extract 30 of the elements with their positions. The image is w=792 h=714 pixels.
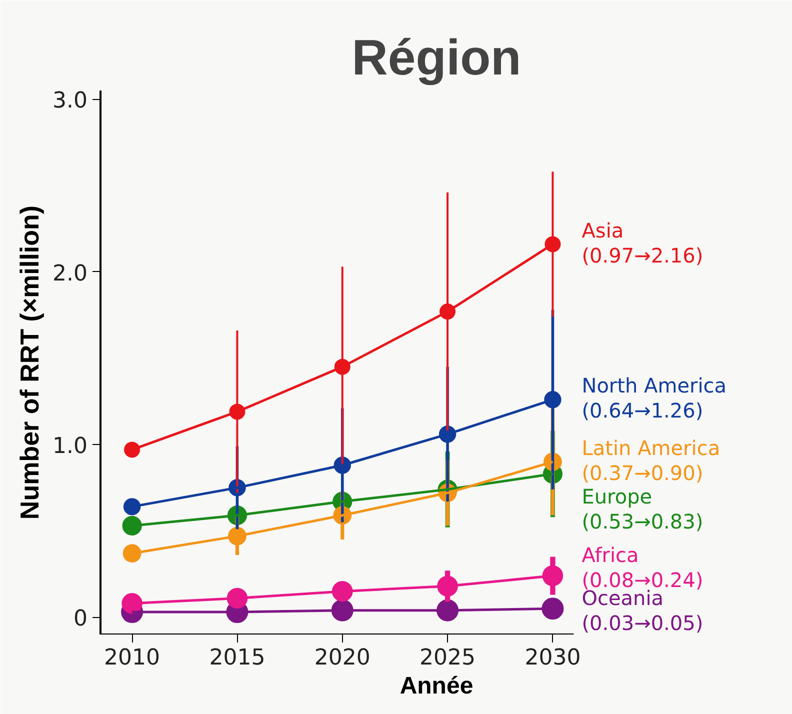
point <box>544 391 562 408</box>
series-label: Latin America <box>582 436 720 460</box>
x-tick-label: 2010 <box>104 646 160 670</box>
series-label: Europe <box>582 484 652 508</box>
point <box>123 498 141 516</box>
point <box>122 516 142 536</box>
series-label: Africa <box>582 542 639 567</box>
x-tick-label: 2030 <box>524 646 581 670</box>
x-tick-label: 2020 <box>314 646 370 670</box>
y-tick-label: 1.0 <box>52 434 88 460</box>
series-label: Asia <box>582 218 624 242</box>
series-label: North America <box>582 374 727 398</box>
point <box>124 442 140 458</box>
y-tick-label: 0 <box>74 606 88 632</box>
text: (0.37→0.90) <box>582 460 704 485</box>
chart-title: Région <box>352 30 522 86</box>
point <box>122 544 142 563</box>
y-axis-title: Number of RRT (×million) <box>14 205 45 520</box>
x-tick-label: 2015 <box>209 646 266 670</box>
y-tick-label: 2.0 <box>52 261 88 286</box>
text: (0.03→0.05) <box>582 611 704 636</box>
text: (0.97→2.16) <box>582 243 704 268</box>
point <box>542 598 564 620</box>
point <box>544 236 561 252</box>
text: (0.64→1.26) <box>582 398 704 423</box>
x-axis-title: Année <box>400 672 474 700</box>
x-tick-label: 2025 <box>420 646 476 670</box>
y-tick-label: 3.0 <box>52 88 88 114</box>
text: (0.53→0.83) <box>582 509 704 534</box>
point <box>542 565 564 586</box>
